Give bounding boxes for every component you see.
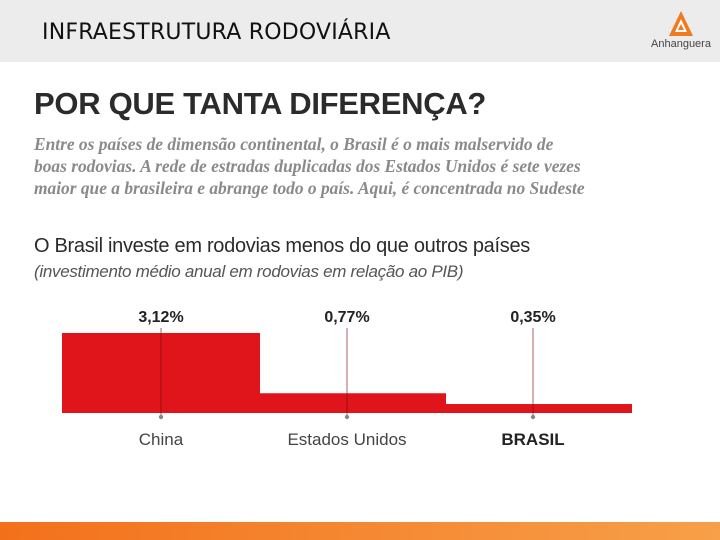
chart-subtitle: (investimento médio anual em rodovias em… (34, 262, 464, 281)
chart-title: O Brasil investe em rodovias menos do qu… (34, 235, 530, 257)
value-label-0: 3,12% (138, 309, 183, 326)
category-dot-2 (530, 414, 536, 420)
bar-chart: 3,12% China 0,77% Estados Unidos 0,35% BRASIL (62, 309, 632, 449)
headline: POR QUE TANTA DIFERENÇA? (34, 86, 487, 121)
category-dot-1 (344, 414, 350, 420)
bar-1 (236, 393, 446, 413)
value-label-2: 0,35% (510, 309, 555, 326)
logo: Anhanguera (648, 10, 714, 54)
lead-paragraph: Entre os países de dimensão continental,… (34, 133, 694, 199)
category-dot-0 (158, 414, 164, 420)
anhanguera-logo-icon (669, 11, 693, 36)
value-label-1: 0,77% (324, 309, 369, 326)
category-label-1: Estados Unidos (287, 430, 406, 449)
logo-text: Anhanguera (651, 38, 711, 50)
footer-bar (0, 522, 720, 540)
slide-title: INFRAESTRUTURA RODOVIÁRIA (42, 20, 391, 45)
category-label-2: BRASIL (501, 430, 564, 449)
bar-2 (422, 404, 632, 413)
lead-line: Entre os países de dimensão continental,… (34, 134, 554, 154)
lead-line: boas rodovias. A rede de estradas duplic… (34, 156, 581, 176)
category-label-0: China (139, 430, 184, 449)
header-bar (0, 0, 720, 62)
lead-line: maior que a brasileira e abrange todo o … (34, 178, 585, 198)
